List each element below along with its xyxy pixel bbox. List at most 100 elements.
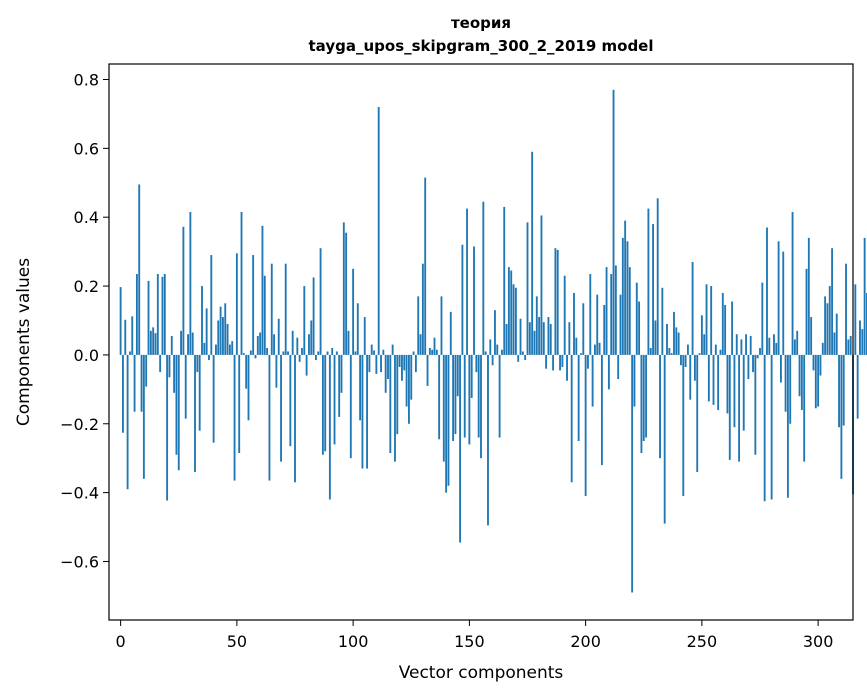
bar [698, 353, 701, 355]
bar [175, 354, 178, 455]
bar [647, 208, 650, 355]
bar [154, 333, 157, 355]
bar [738, 354, 741, 462]
bar [556, 249, 559, 355]
bar [133, 354, 136, 412]
bar [589, 274, 592, 355]
bar [435, 349, 438, 355]
bar [712, 354, 715, 405]
bar [554, 248, 557, 355]
bar [205, 308, 208, 355]
bar [807, 237, 810, 355]
bar [438, 354, 441, 440]
bar [475, 354, 478, 373]
bar [826, 303, 829, 355]
bar [696, 354, 699, 472]
bar [717, 354, 720, 410]
bar [519, 318, 522, 355]
bar [242, 353, 245, 355]
bar [222, 317, 224, 355]
bar [817, 354, 820, 407]
bar [156, 274, 159, 355]
bar [610, 274, 613, 355]
bar [284, 263, 287, 355]
bar [705, 284, 708, 355]
bar [335, 351, 338, 355]
bar [189, 212, 192, 355]
bar [468, 354, 471, 445]
bar [298, 354, 301, 362]
bar [210, 255, 213, 355]
x-tick-label: 0 [116, 632, 126, 651]
bar [421, 263, 424, 355]
bar [196, 354, 199, 373]
bar [721, 292, 724, 355]
y-tick-label: 0.8 [74, 70, 99, 89]
x-tick-label: 250 [687, 632, 718, 651]
bar [268, 354, 271, 481]
bar [394, 354, 396, 462]
bar [754, 354, 757, 455]
bar [714, 344, 717, 355]
bar [654, 320, 657, 355]
bar [163, 274, 166, 355]
bar [473, 246, 475, 355]
y-axis-ticks: −0.6 −0.4 −0.2 0.0 0.2 0.4 0.6 0.8 [60, 70, 109, 571]
bar [598, 342, 601, 355]
bar [775, 342, 778, 355]
y-tick-label: −0.4 [60, 484, 99, 503]
chart-subtitle: tayga_upos_skipgram_300_2_2019 model [309, 37, 654, 55]
bar [370, 344, 373, 355]
plot-frame [108, 63, 854, 621]
bar [219, 306, 222, 355]
bar [349, 354, 352, 459]
bar [693, 354, 696, 381]
bar [659, 354, 661, 459]
bar [742, 354, 745, 431]
bar [580, 353, 582, 355]
bar [780, 354, 782, 383]
bar [273, 334, 275, 355]
bar [796, 330, 799, 355]
bar [305, 354, 308, 376]
bar [575, 337, 578, 355]
bar [573, 292, 575, 355]
bar [687, 344, 689, 355]
bar [766, 227, 768, 355]
bar [724, 304, 727, 355]
bar [396, 354, 399, 435]
bar [428, 348, 431, 355]
bar [142, 354, 145, 479]
bar [296, 337, 299, 355]
bar [847, 339, 850, 355]
bar [603, 304, 606, 355]
bar [510, 270, 513, 355]
bar [489, 339, 492, 355]
bar [649, 348, 652, 355]
bar [345, 232, 348, 355]
bar [452, 354, 455, 441]
bar [177, 354, 180, 471]
bar [161, 276, 164, 355]
bar [201, 286, 203, 355]
bar [614, 265, 617, 355]
bar [689, 354, 692, 400]
bar [138, 184, 141, 355]
y-tick-label: −0.2 [60, 415, 99, 434]
bar [747, 354, 750, 380]
bar [366, 354, 368, 469]
bar [494, 310, 496, 355]
bar [587, 354, 589, 369]
bar [140, 354, 143, 412]
bar [735, 334, 738, 355]
bar [480, 354, 482, 459]
bar [863, 237, 866, 355]
bar [645, 354, 648, 438]
x-tick-label: 50 [227, 632, 247, 651]
bar [459, 354, 461, 543]
bar [440, 296, 443, 355]
bar [861, 329, 864, 355]
bar [245, 354, 248, 389]
bar [159, 354, 162, 373]
